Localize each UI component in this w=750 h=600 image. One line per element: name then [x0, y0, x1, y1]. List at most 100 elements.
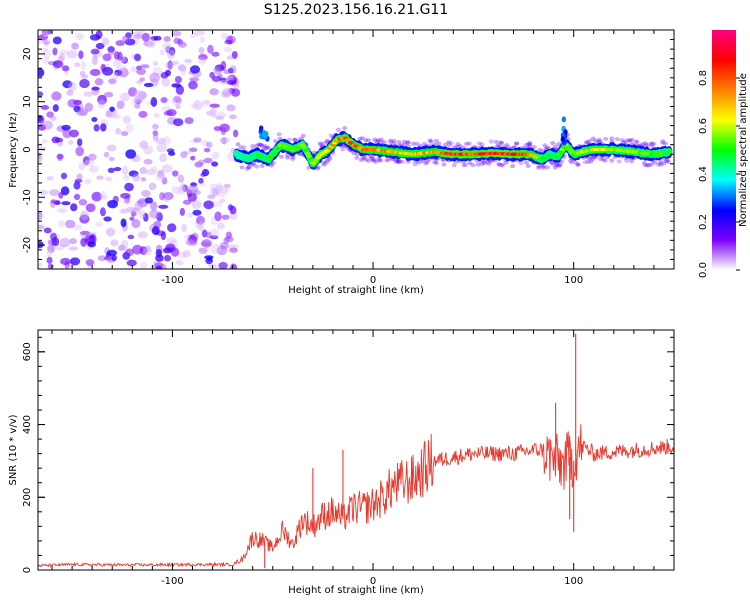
- heatmap-x-tick-label: 100: [564, 275, 583, 286]
- heatmap-halo-blob: [634, 139, 640, 144]
- heatmap-noise-blob: [218, 261, 228, 269]
- heatmap-halo-blob: [378, 137, 384, 142]
- colorbar-tick-label: 0.8: [698, 70, 709, 86]
- heatmap-halo-blob: [493, 139, 499, 144]
- heatmap-noise-blob: [105, 176, 113, 182]
- heatmap-noise-blob: [38, 262, 43, 268]
- heatmap-halo-blob: [663, 159, 669, 164]
- heatmap-noise-blob: [52, 36, 62, 45]
- heatmap-noise-blob: [137, 91, 147, 100]
- heatmap-noise-blob: [198, 221, 204, 230]
- heatmap-noise-blob: [68, 246, 79, 251]
- heatmap-halo-blob: [643, 143, 649, 148]
- heatmap-noise-blob: [149, 72, 161, 83]
- heatmap-noise-blob: [61, 124, 71, 131]
- heatmap-noise-blob: [165, 61, 174, 69]
- heatmap-halo-blob: [371, 157, 377, 162]
- heatmap-noise-blob: [97, 94, 107, 105]
- heatmap-noise-blob: [134, 95, 145, 103]
- heatmap-noise-blob: [143, 158, 153, 165]
- heatmap-halo-blob: [270, 161, 276, 166]
- heatmap-halo-blob: [555, 142, 561, 147]
- heatmap-halo-blob: [421, 141, 427, 146]
- heatmap-noise-blob: [213, 67, 220, 73]
- colorbar-tick-label: 0.2: [698, 214, 709, 230]
- heatmap-noise-blob: [193, 137, 202, 143]
- heatmap-halo-blob: [504, 143, 510, 148]
- heatmap-noise-blob: [116, 100, 125, 110]
- heatmap-noise-blob: [96, 175, 104, 180]
- heatmap-noise-blob: [95, 221, 104, 227]
- heatmap-noise-blob: [233, 84, 240, 89]
- heatmap-noise-blob: [184, 117, 194, 125]
- heatmap-noise-blob: [107, 199, 118, 209]
- heatmap-noise-blob: [161, 97, 168, 104]
- heatmap-halo-blob: [552, 165, 558, 170]
- heatmap-halo-blob: [664, 158, 670, 163]
- heatmap-halo-blob: [250, 144, 256, 149]
- heatmap-halo-blob: [488, 139, 494, 144]
- heatmap-halo-blob: [328, 133, 334, 138]
- heatmap-noise-blob: [124, 182, 134, 192]
- heatmap-halo-blob: [317, 141, 323, 146]
- heatmap-noise-blob: [199, 36, 206, 43]
- heatmap-noise-blob: [151, 165, 158, 173]
- heatmap-halo-blob: [467, 161, 473, 166]
- heatmap-noise-blob: [41, 47, 49, 53]
- heatmap-noise-blob: [140, 190, 151, 197]
- heatmap-halo-blob: [360, 156, 366, 161]
- heatmap-noise-blob: [216, 191, 227, 198]
- heatmap-noise-blob: [38, 68, 45, 77]
- heatmap-noise-blob: [153, 112, 160, 118]
- heatmap-noise-blob: [189, 77, 200, 82]
- heatmap-y-tick-label: -10: [22, 189, 33, 205]
- heatmap-halo-blob: [514, 141, 520, 146]
- heatmap-noise-blob: [209, 103, 220, 108]
- heatmap-noise-blob: [214, 69, 222, 75]
- heatmap-noise-blob: [191, 200, 202, 209]
- heatmap-halo-blob: [498, 140, 504, 145]
- heatmap-halo-blob: [273, 139, 279, 144]
- heatmap-noise-blob: [220, 91, 231, 99]
- heatmap-noise-blob: [66, 50, 78, 59]
- heatmap-noise-blob: [217, 201, 223, 207]
- heatmap-noise-blob: [95, 30, 103, 40]
- heatmap-halo-blob: [597, 139, 603, 144]
- heatmap-noise-blob: [210, 107, 217, 118]
- heatmap-noise-blob: [139, 140, 149, 150]
- heatmap-halo-blob: [292, 137, 298, 142]
- heatmap-halo-blob: [499, 163, 505, 168]
- heatmap-halo-blob: [441, 162, 447, 167]
- heatmap-noise-blob: [68, 81, 77, 92]
- heatmap-noise-blob: [122, 199, 132, 205]
- heatmap-halo-blob: [259, 163, 265, 168]
- heatmap-noise-blob: [126, 206, 137, 213]
- heatmap-halo-blob: [641, 160, 647, 165]
- heatmap-halo-blob: [525, 163, 531, 168]
- heatmap-noise-blob: [229, 263, 238, 269]
- heatmap-noise-blob: [224, 185, 231, 193]
- heatmap-noise-blob: [80, 60, 87, 71]
- heatmap-noise-blob: [90, 48, 100, 55]
- heatmap-noise-blob: [121, 165, 129, 176]
- heatmap-halo-blob: [342, 126, 348, 131]
- heatmap-noise-blob: [224, 39, 233, 45]
- heatmap-noise-blob: [223, 237, 230, 244]
- heatmap-noise-blob: [211, 151, 220, 160]
- heatmap-noise-blob: [111, 113, 122, 120]
- heatmap-noise-blob: [136, 68, 146, 75]
- heatmap-noise-blob: [59, 49, 70, 55]
- heatmap-noise-blob: [100, 194, 109, 200]
- heatmap-noise-blob: [161, 164, 173, 173]
- heatmap-noise-blob: [225, 231, 233, 239]
- heatmap-halo-blob: [569, 160, 575, 165]
- heatmap-noise-blob: [155, 172, 166, 181]
- heatmap-noise-blob: [42, 30, 49, 38]
- heatmap-halo-blob: [575, 162, 581, 167]
- heatmap-noise-blob: [226, 55, 234, 60]
- heatmap-noise-blob: [67, 98, 78, 108]
- heatmap-noise-blob: [159, 192, 165, 201]
- heatmap-noise-blob: [120, 131, 129, 137]
- heatmap-noise-blob: [197, 57, 207, 65]
